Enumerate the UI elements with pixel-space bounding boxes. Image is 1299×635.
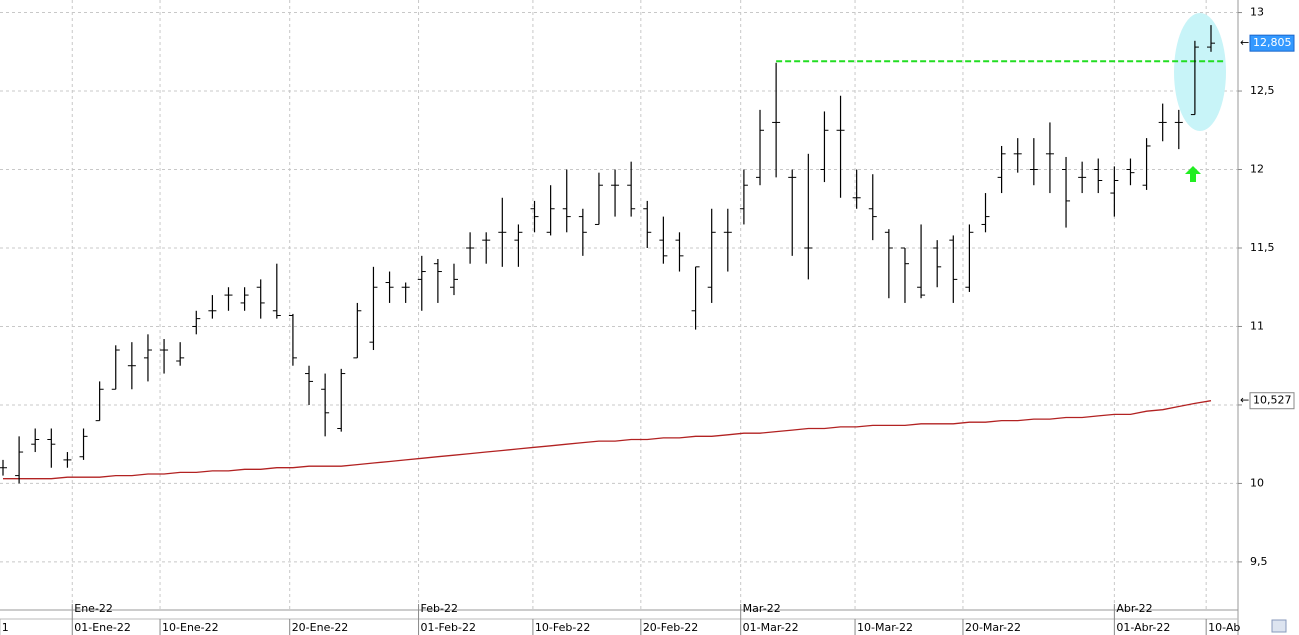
y-tick-label: 11,5 (1250, 241, 1275, 254)
price-label: 12,805 (1253, 36, 1292, 49)
x-tick-label: 20-Feb-22 (643, 621, 698, 634)
x-tick-label: 1 (2, 621, 9, 634)
price-arrow: ← (1240, 394, 1249, 407)
x-tick-label: 01-Ene-22 (74, 621, 131, 634)
x-tick-label: 01-Abr-22 (1116, 621, 1170, 634)
x-tick-label: 20-Mar-22 (965, 621, 1021, 634)
x-tick-label: 10-Mar-22 (857, 621, 913, 634)
x-tick-label: 01-Mar-22 (743, 621, 799, 634)
month-label: Feb-22 (421, 602, 458, 615)
price-arrow: ← (1240, 36, 1249, 49)
x-tick-label: 01-Feb-22 (421, 621, 476, 634)
y-tick-label: 12,5 (1250, 84, 1275, 97)
moving-average (3, 400, 1212, 480)
highlight-ellipse (1174, 13, 1226, 131)
y-tick-label: 12 (1250, 163, 1264, 176)
price-label: 10,527 (1253, 394, 1292, 407)
grid (0, 0, 1238, 610)
month-label: Ene-22 (74, 602, 113, 615)
up-arrow (1185, 166, 1201, 182)
month-label: Mar-22 (743, 602, 781, 615)
corner-icon[interactable] (1271, 619, 1287, 633)
y-tick-label: 13 (1250, 6, 1264, 19)
y-tick-label: 9,5 (1250, 555, 1268, 568)
x-tick-label: 10-Feb-22 (535, 621, 590, 634)
x-tick-label: 20-Ene-22 (292, 621, 349, 634)
x-tick-label: 10-Ene-22 (162, 621, 219, 634)
y-tick-label: 11 (1250, 319, 1264, 332)
y-tick-label: 10 (1250, 476, 1264, 489)
price-label-box (1249, 392, 1295, 410)
month-label: Abr-22 (1116, 602, 1152, 615)
price-label-box (1249, 34, 1295, 52)
x-tick-label: 10-Ab (1208, 621, 1240, 634)
